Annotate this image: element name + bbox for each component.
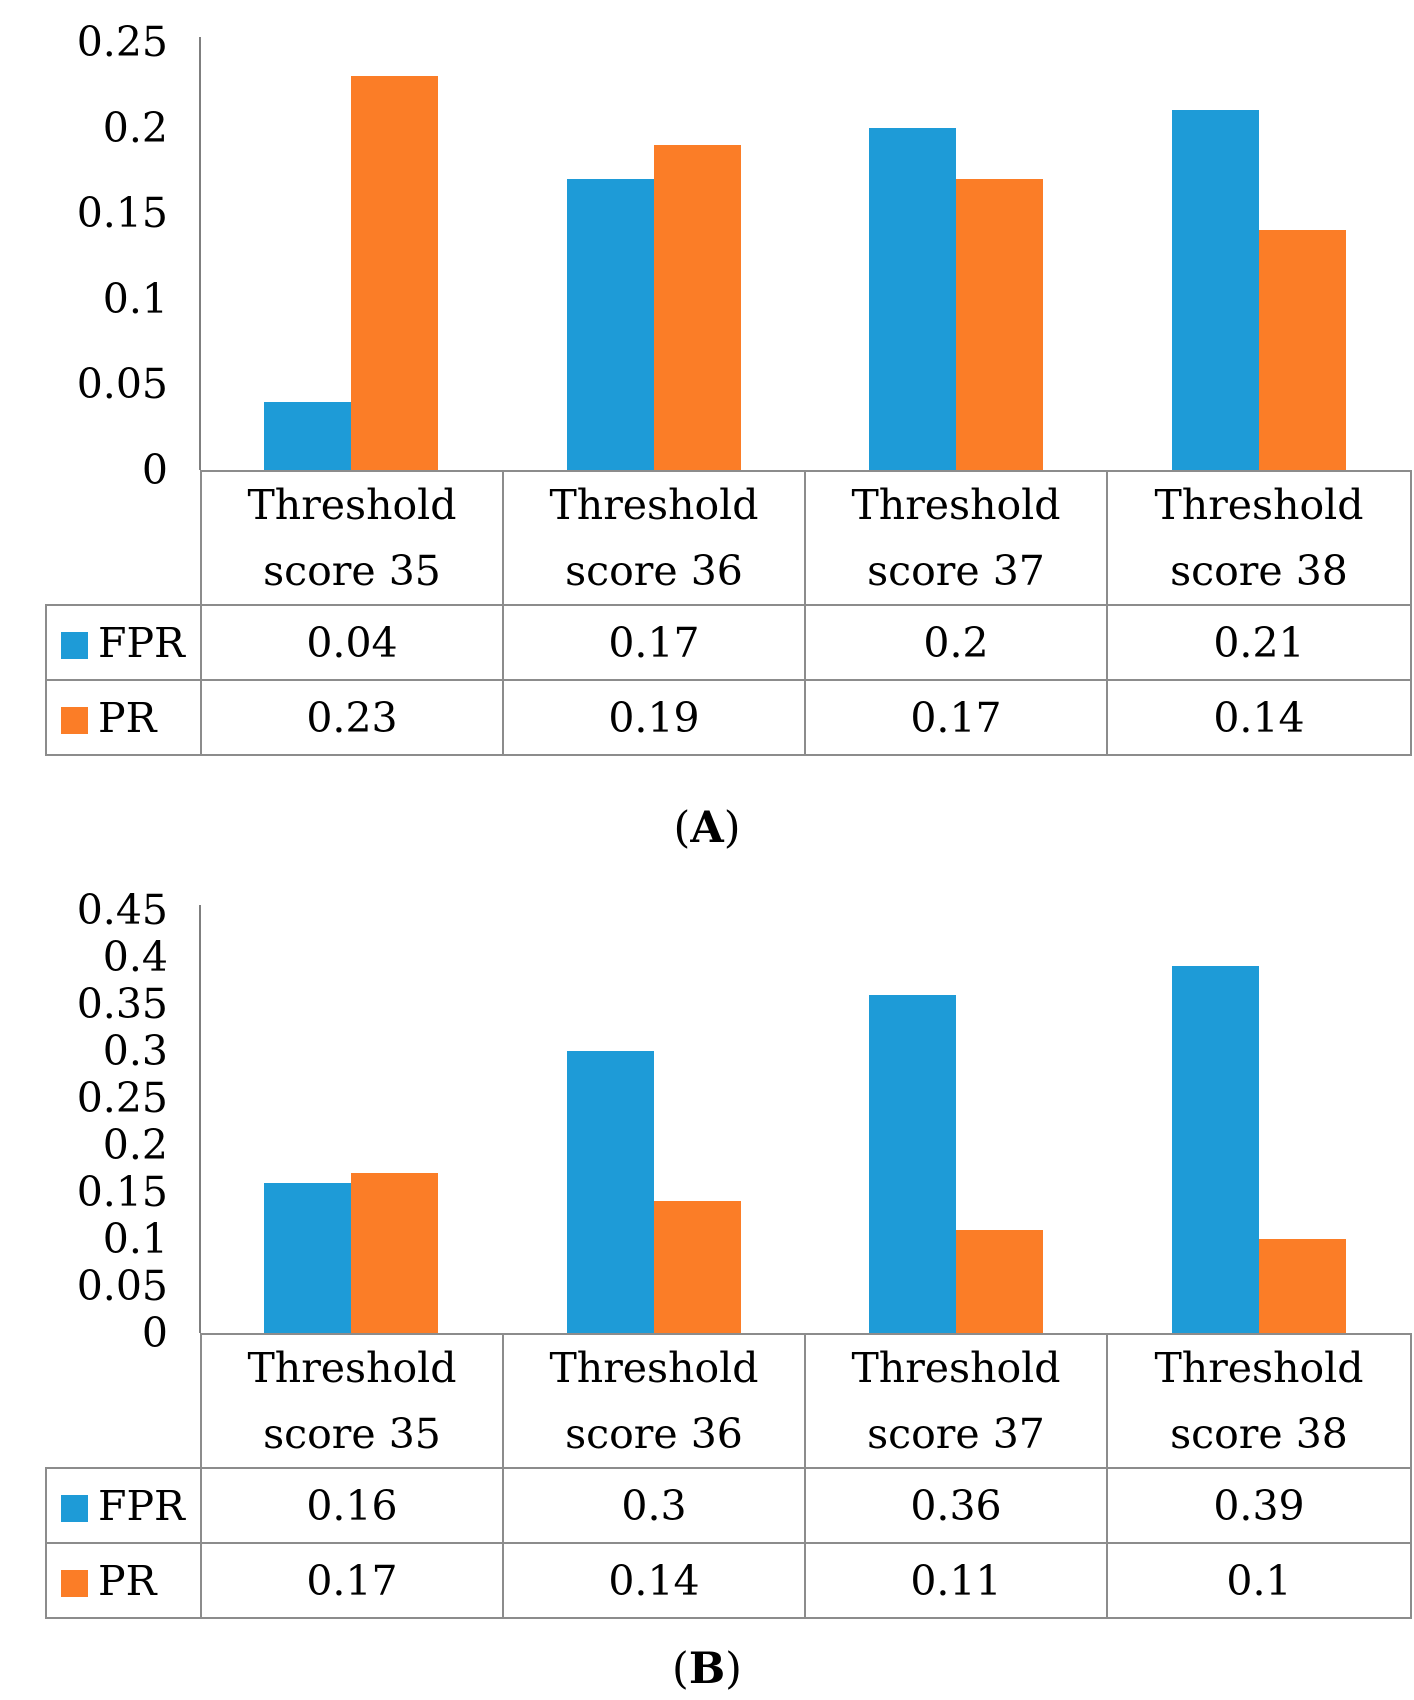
category-cell: Threshold score 38	[1106, 470, 1412, 606]
fpr-bar	[869, 128, 957, 470]
y-axis-line	[199, 37, 201, 470]
fpr-bar	[1171, 110, 1259, 470]
pr-value-cell: 0.11	[804, 1542, 1108, 1619]
pr-legend-swatch-icon	[61, 1569, 88, 1597]
pr-value-cell: 0.19	[502, 679, 806, 756]
fpr-legend-cell: FPR	[45, 1467, 202, 1544]
y-axis-tick-label: 0	[141, 1309, 168, 1357]
y-axis-tick-label: 0.2	[102, 103, 168, 152]
fpr-bar	[869, 995, 957, 1333]
plot-area	[200, 910, 1410, 1333]
pr-bar	[956, 1230, 1044, 1333]
y-axis-tick-label: 0.25	[76, 18, 168, 66]
fpr-legend-swatch-icon	[61, 631, 88, 659]
y-axis-tick-label: 0.05	[76, 360, 168, 409]
pr-value-cell: 0.14	[502, 1542, 806, 1619]
fpr-value-cell: 0.17	[502, 604, 806, 681]
fpr-value-cell: 0.39	[1106, 1467, 1412, 1544]
panel-b-caption: (B)	[672, 1644, 742, 1694]
table-corner-blank	[46, 471, 201, 605]
fpr-legend-cell: FPR	[45, 604, 202, 681]
pr-value-cell: 0.23	[200, 679, 504, 756]
fpr-value-cell: 0.16	[200, 1467, 504, 1544]
panel-a-caption: (A)	[673, 803, 741, 853]
category-cell: Threshold score 36	[502, 1333, 806, 1469]
pr-row: PR 0.23 0.19 0.17 0.14	[45, 679, 1412, 756]
pr-bar	[653, 1201, 741, 1333]
pr-legend-cell: PR	[45, 679, 202, 756]
pr-series-label: PR	[98, 693, 157, 742]
y-axis-tick-labels: 0.45 0.4 0.35 0.3 0.25 0.2 0.15 0.1 0.05 0	[0, 860, 168, 1700]
pr-bar	[1258, 230, 1346, 470]
fpr-bar	[264, 1183, 352, 1333]
category-cell: Threshold score 37	[804, 470, 1108, 606]
bar-chart-a: 0.25 0.2 0.15 0.1 0.05 0 Threshold score 35 Th…	[0, 0, 1412, 860]
y-axis-tick-label: 0.4	[102, 933, 168, 981]
bar-chart-b: 0.45 0.4 0.35 0.3 0.25 0.2 0.15 0.1 0.05 0 Thresh…	[0, 860, 1414, 1700]
category-header-row: Threshold score 35 Threshold score 36 Thre…	[46, 470, 1412, 606]
pr-row: PR 0.17 0.14 0.11 0.1	[45, 1542, 1412, 1619]
y-axis-tick-label: 0.3	[102, 1027, 168, 1075]
fpr-row: FPR 0.16 0.3 0.36 0.39	[45, 1467, 1412, 1544]
category-cell: Threshold score 36	[502, 470, 806, 606]
pr-legend-swatch-icon	[61, 706, 88, 734]
pr-bar	[1258, 1239, 1346, 1333]
fpr-bar	[566, 1051, 654, 1333]
fpr-legend-swatch-icon	[61, 1494, 88, 1522]
fpr-value-cell: 0.21	[1106, 604, 1412, 681]
data-table: Threshold score 35 Threshold score 36 Thre…	[45, 470, 1412, 756]
category-cell: Threshold score 35	[200, 1333, 504, 1469]
y-axis-line	[199, 905, 201, 1333]
y-axis-tick-label: 0.15	[76, 189, 168, 238]
plot-area	[200, 42, 1410, 470]
fpr-row: FPR 0.04 0.17 0.2 0.21	[45, 604, 1412, 681]
pr-value-cell: 0.14	[1106, 679, 1412, 756]
y-axis-tick-labels: 0.25 0.2 0.15 0.1 0.05 0	[0, 0, 168, 860]
fpr-value-cell: 0.3	[502, 1467, 806, 1544]
table-corner-blank	[46, 1334, 201, 1468]
data-table: Threshold score 35 Threshold score 36 Thre…	[45, 1333, 1412, 1619]
pr-series-label: PR	[98, 1556, 157, 1605]
pr-bar	[653, 145, 741, 470]
fpr-value-cell: 0.36	[804, 1467, 1108, 1544]
pr-legend-cell: PR	[45, 1542, 202, 1619]
category-cell: Threshold score 35	[200, 470, 504, 606]
pr-value-cell: 0.17	[804, 679, 1108, 756]
fpr-value-cell: 0.2	[804, 604, 1108, 681]
y-axis-tick-label: 0.35	[76, 980, 168, 1028]
figure-panel-a: 0.25 0.2 0.15 0.1 0.05 0 Threshold score 35 Th…	[0, 0, 1412, 860]
pr-bar	[351, 76, 439, 470]
fpr-bar	[1171, 966, 1259, 1333]
fpr-bar	[566, 179, 654, 470]
y-axis-tick-label: 0.45	[76, 886, 168, 934]
category-header-row: Threshold score 35 Threshold score 36 Thre…	[46, 1333, 1412, 1469]
fpr-value-cell: 0.04	[200, 604, 504, 681]
y-axis-tick-label: 0.25	[76, 1074, 168, 1122]
figure-panel-b: 0.45 0.4 0.35 0.3 0.25 0.2 0.15 0.1 0.05 0 Thresh…	[0, 860, 1414, 1700]
pr-value-cell: 0.17	[200, 1542, 504, 1619]
fpr-series-label: FPR	[98, 1481, 185, 1530]
y-axis-tick-label: 0.1	[102, 1215, 168, 1263]
y-axis-tick-label: 0.15	[76, 1168, 168, 1216]
y-axis-tick-label: 0	[141, 446, 168, 494]
fpr-series-label: FPR	[98, 618, 185, 667]
y-axis-tick-label: 0.05	[76, 1262, 168, 1310]
category-cell: Threshold score 38	[1106, 1333, 1412, 1469]
category-cell: Threshold score 37	[804, 1333, 1108, 1469]
pr-bar	[351, 1173, 439, 1333]
pr-value-cell: 0.1	[1106, 1542, 1412, 1619]
pr-bar	[956, 179, 1044, 470]
y-axis-tick-label: 0.2	[102, 1121, 168, 1169]
y-axis-tick-label: 0.1	[102, 274, 168, 323]
fpr-bar	[264, 402, 352, 470]
